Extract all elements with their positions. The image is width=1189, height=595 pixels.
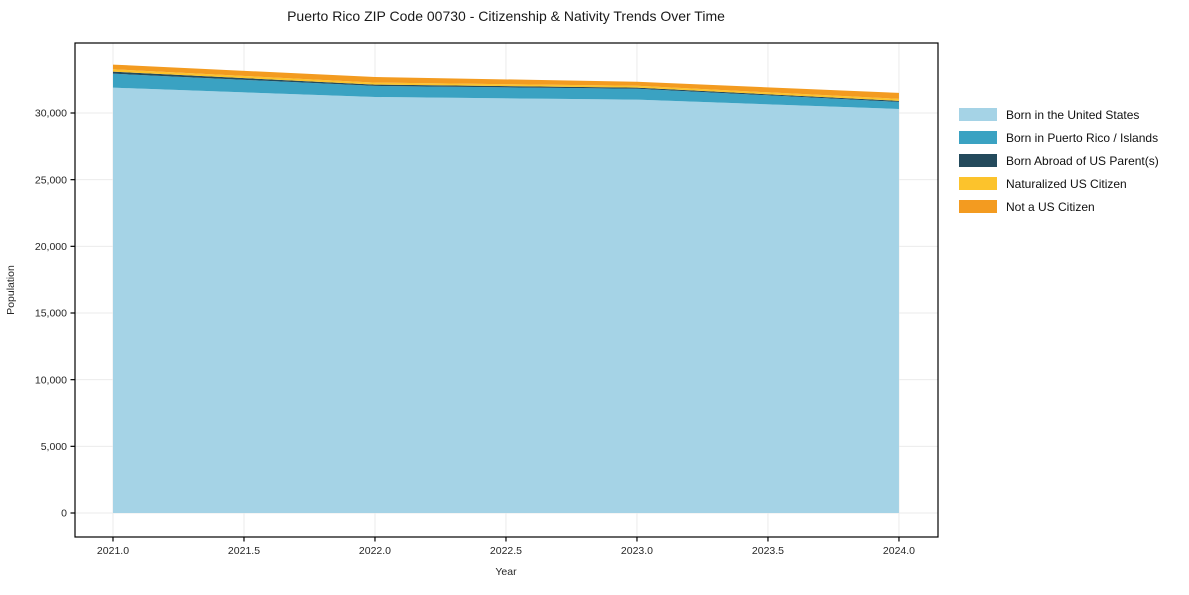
- area-series-naturalized-us-citizen: [112, 69, 899, 101]
- legend-swatch-born-in-the-united-states: [959, 108, 997, 121]
- x-tick-label: 2023.5: [752, 545, 784, 557]
- legend-item: Naturalized US Citizen: [959, 172, 1159, 195]
- y-tick-label: 20,000: [35, 241, 67, 253]
- axes: 2021.0 2021.5 2022.0 2022.5 2023.0 2023.5 2024…: [35, 42, 939, 557]
- y-axis-label: Population: [5, 265, 17, 315]
- legend-label: Born in the United States: [1006, 107, 1140, 122]
- x-tick-label: 2022.5: [490, 545, 522, 557]
- legend-item: Born Abroad of US Parent(s): [959, 149, 1159, 172]
- chart-title: Puerto Rico ZIP Code 00730 - Citizenship…: [287, 8, 725, 24]
- x-tick-label: 2022.0: [359, 545, 391, 557]
- legend-item: Born in Puerto Rico / Islands: [959, 126, 1159, 149]
- y-tick-label: 0: [61, 508, 67, 520]
- area-series-not-a-us-citizen: [112, 64, 899, 99]
- area-series-born-abroad-of-us-parent-s: [112, 71, 899, 102]
- x-tick-label: 2021.5: [228, 545, 260, 557]
- legend-label: Naturalized US Citizen: [1006, 176, 1127, 191]
- area-series-layer: [112, 64, 899, 514]
- x-tick-label: 2023.0: [621, 545, 653, 557]
- legend-item: Not a US Citizen: [959, 195, 1159, 218]
- legend-label: Born Abroad of US Parent(s): [1006, 153, 1159, 168]
- y-tick-label: 5,000: [41, 441, 67, 453]
- area-series-born-in-the-united-states: [112, 87, 899, 514]
- legend-item: Born in the United States: [959, 103, 1159, 126]
- x-axis-label: Year: [495, 566, 517, 578]
- legend-label: Born in Puerto Rico / Islands: [1006, 130, 1159, 145]
- x-tick-label: 2024.0: [883, 545, 915, 557]
- legend-swatch-born-abroad-of-us-parent-s: [959, 154, 997, 167]
- y-tick-label: 25,000: [35, 174, 67, 186]
- legend-swatch-born-in-puerto-rico-islands: [959, 131, 997, 144]
- legend: Born in the United States Born in Puerto …: [959, 103, 1159, 218]
- x-tick-label: 2021.0: [97, 545, 129, 557]
- y-tick-label: 10,000: [35, 374, 67, 386]
- legend-label: Not a US Citizen: [1006, 199, 1095, 214]
- area-series-born-in-puerto-rico-islands: [112, 73, 899, 109]
- legend-swatch-not-a-us-citizen: [959, 200, 997, 213]
- y-tick-label: 15,000: [35, 308, 67, 320]
- y-tick-label: 30,000: [35, 108, 67, 120]
- legend-swatch-naturalized-us-citizen: [959, 177, 997, 190]
